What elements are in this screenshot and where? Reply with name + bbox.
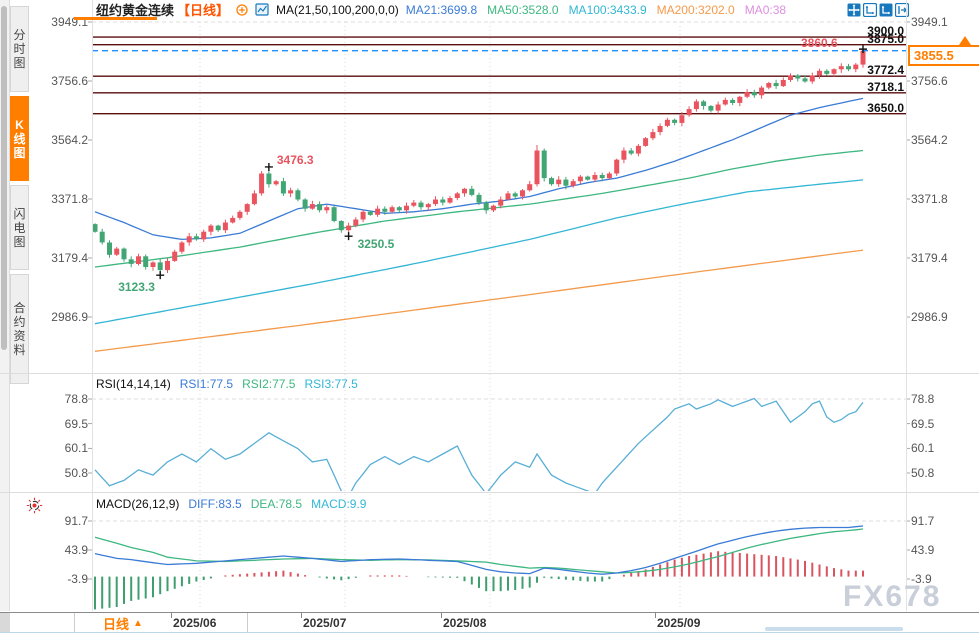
legend-item: RSI1:77.5 [179, 377, 234, 391]
legend-item: DEA:78.5 [250, 497, 303, 511]
time-axis-bar: 日线 ▲ 2025/06 2025/07 2025/08 2025/09 [0, 612, 979, 633]
rsi-axis-label: 50.8 [64, 466, 88, 480]
date-axis-label: 2025/06 [173, 616, 217, 630]
price-axis-label: 2986.9 [51, 310, 88, 324]
period-tab-daily[interactable]: 日线 ▲ [74, 613, 248, 633]
price-axis-label: 3756.6 [911, 74, 948, 89]
instrument-title: 纽约黄金连续 [96, 3, 175, 18]
panel-separator [0, 492, 979, 493]
price-axis-label: 3179.4 [51, 250, 88, 265]
chart-toolbar [847, 3, 909, 17]
price-axis-label: 3564.2 [911, 133, 948, 147]
candles-group [92, 49, 866, 276]
date-axis-label: 2025/08 [443, 616, 487, 630]
pan-move-icon[interactable] [847, 3, 861, 17]
rsi-axis-label: 50.8 [911, 466, 935, 480]
date-axis-tick [655, 613, 656, 618]
price-axis-label: 3371.8 [911, 191, 948, 206]
axis-scale-filled-icon[interactable] [879, 3, 893, 17]
level-line-label: 3718.1 [867, 79, 904, 94]
rsi-name-label: RSI(14,14,14) [96, 377, 171, 391]
level-line-label: 3772.4 [867, 63, 904, 78]
price-annotation: 3250.5 [357, 237, 395, 252]
sidebar-tab-3[interactable]: 闪电图 [10, 185, 29, 270]
period-tab-arrow-icon: ▲ [133, 617, 143, 629]
legend-item: MA200:3202.0 [656, 2, 735, 17]
rsi-axis-label: 78.8 [911, 392, 935, 406]
rsi-axis-label: 60.1 [911, 441, 935, 456]
axis-scale-icon[interactable] [863, 3, 877, 17]
sidebar-scrollbar-thumb[interactable] [1, 6, 7, 350]
right-axis-line [906, 0, 907, 611]
price-axis-label: 2986.9 [911, 310, 948, 324]
chart-header: 纽约黄金连续 【日线】 MA(21,50,100,200,0,0) MA21:3… [96, 2, 786, 19]
price-annotation: 3123.3 [118, 280, 155, 295]
left-axis-line [92, 0, 93, 611]
legend-item: MA21:3699.8 [405, 2, 478, 17]
rsi-header: RSI(14,14,14) RSI1:77.5 RSI2:77.5 RSI3:77.… [96, 377, 358, 391]
period-tab-label: 日线 [103, 616, 130, 632]
macd-axis-label: 91.7 [64, 513, 88, 528]
macd-axis-label: -3.9 [67, 572, 88, 586]
watermark: FX678 [843, 580, 942, 613]
price-axis-label: 3564.2 [51, 133, 88, 147]
current-price-box: 3855.5 [908, 45, 979, 66]
level-line-label: 3875.0 [867, 31, 904, 46]
macd-axis-label: 43.9 [64, 543, 88, 557]
ma-settings-label: MA(21,50,100,200,0,0) [276, 2, 399, 17]
level-line-label: 3900.0 [867, 24, 904, 39]
legend-item: MA0:38 [744, 2, 787, 17]
macd-legend: DIFF:83.5 DEA:78.5 MACD:9.9 [188, 497, 366, 511]
panel-separator [0, 373, 979, 374]
rsi-axis-label: 69.5 [911, 416, 935, 431]
price-axis-label: 3949.1 [911, 15, 948, 29]
level-line-label: 3650.0 [867, 100, 904, 115]
legend-item: DIFF:83.5 [188, 497, 242, 511]
macd-axis-label: 43.9 [911, 543, 935, 557]
legend-item: RSI2:77.5 [242, 377, 296, 391]
price-annotation: 3476.3 [276, 152, 314, 167]
horizontal-scrollbar-thumb[interactable] [765, 627, 903, 631]
rsi-axis-label: 69.5 [64, 416, 88, 431]
rsi-axis-label: 78.8 [64, 392, 88, 406]
sidebar-tab-4[interactable]: 合约资料 [10, 274, 29, 384]
live-indicator-icon[interactable] [26, 497, 43, 514]
ma-legend: MA21:3699.8 MA50:3528.0 MA100:3433.9 MA200:… [406, 3, 786, 17]
price-up-arrow-icon [959, 36, 971, 45]
sidebar-tab-1[interactable]: 分时图 [10, 6, 29, 92]
price-annotation: 3860.6 [801, 36, 838, 51]
price-axis-label: 3179.4 [911, 250, 948, 265]
legend-item: RSI3:77.5 [304, 377, 358, 391]
date-axis-label: 2025/07 [303, 616, 347, 630]
indicator-chart-icon[interactable] [255, 3, 269, 16]
macd-axis-label: 91.7 [911, 513, 935, 528]
legend-item: MACD:9.9 [311, 497, 367, 511]
rsi-axis-label: 60.1 [64, 441, 88, 456]
price-axis-label: 3371.8 [51, 191, 88, 206]
macd-histogram [94, 551, 864, 610]
period-tab-underline [74, 17, 157, 20]
macd-header: MACD(26,12,9) DIFF:83.5 DEA:78.5 MACD:9.9 [96, 497, 366, 511]
date-axis-tick [301, 613, 302, 618]
date-axis-tick [441, 613, 442, 618]
macd-name-label: MACD(26,12,9) [96, 497, 180, 511]
period-label: 【日线】 [177, 3, 230, 18]
price-axis-label: 3756.6 [51, 74, 88, 89]
pan-right-icon[interactable] [895, 3, 909, 17]
date-axis-label: 2025/09 [657, 616, 701, 630]
macd-axis-label: -3.9 [911, 572, 932, 586]
add-indicator-icon[interactable] [236, 3, 248, 16]
sidebar-scrollbar[interactable] [0, 0, 10, 611]
scrollbar-corner [0, 613, 10, 633]
legend-item: MA100:3433.9 [568, 2, 647, 17]
legend-item: MA50:3528.0 [487, 2, 559, 17]
rsi-legend: RSI1:77.5 RSI2:77.5 RSI3:77.5 [180, 377, 358, 391]
date-axis-tick [171, 613, 172, 618]
